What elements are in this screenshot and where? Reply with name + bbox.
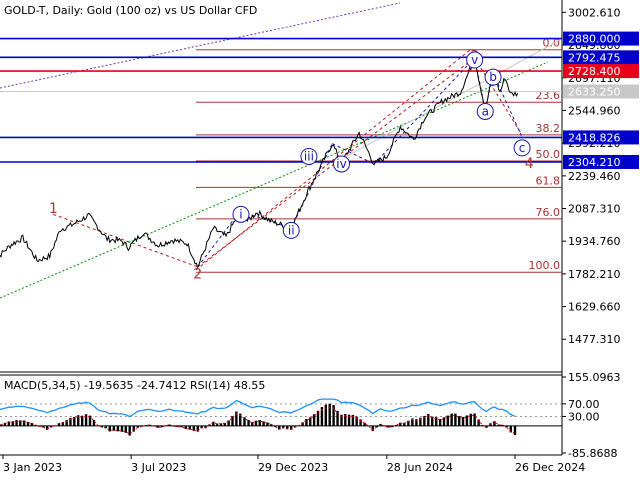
date-tick-label: 3 Jan 2023 xyxy=(3,461,62,474)
price-tag-bg xyxy=(563,84,639,99)
price-tick-label: 1629.660 xyxy=(568,301,621,314)
wave-circle xyxy=(484,68,502,86)
wave-circle xyxy=(476,102,494,120)
date-tick-label: 28 Jun 2024 xyxy=(387,461,453,474)
wave-label-minor: b xyxy=(489,70,497,84)
price-tag-bg xyxy=(563,155,639,170)
wave-connector xyxy=(53,213,198,268)
wave-circle xyxy=(513,139,531,157)
fib-level-label: 23.6 xyxy=(536,89,561,102)
wave-label-major: 4 xyxy=(525,156,534,172)
price-tick-label: 1782.210 xyxy=(568,268,621,281)
fib-level-label: 50.0 xyxy=(536,148,561,161)
fib-level-label: 0.0 xyxy=(543,37,561,50)
wave-label-minor: ii xyxy=(288,223,295,237)
chart-title: GOLD-T, Daily: Gold (100 oz) vs US Dolla… xyxy=(4,4,257,17)
price-tick-label: 2239.460 xyxy=(568,170,621,183)
wave-circle xyxy=(333,155,351,173)
time-axis-labels: 3 Jan 2023 3 Jul 2023 29 Dec 2023 28 Jun 20… xyxy=(2,455,585,474)
wave-connector xyxy=(290,143,333,229)
indicator-label: MACD(5,34,5) -19.5635 -24.7412 RSI(14) 4… xyxy=(4,379,265,392)
wave-label-major: 2 xyxy=(193,266,202,282)
wave-circle xyxy=(232,205,250,223)
fibonacci-levels: 0.0 23.6 38.2 50.0 61.8 76.0 100.0 xyxy=(196,37,562,273)
price-tag-label: 2418.826 xyxy=(568,131,621,144)
wave-label-minor: v xyxy=(471,53,478,67)
wave-label-minor: c xyxy=(519,141,526,155)
date-tick-label: 26 Dec 2024 xyxy=(515,461,585,474)
dotted-trendline-upper xyxy=(0,2,401,89)
rsi-line xyxy=(0,398,516,418)
wave-connector xyxy=(373,57,475,165)
indicator-tick-label: 70.00 xyxy=(568,398,600,411)
price-tag-label: 2880.000 xyxy=(568,33,621,46)
wave-label-minor: iv xyxy=(336,157,346,171)
wave-label-minor: i xyxy=(239,207,242,221)
wave-label-minor: iii xyxy=(304,149,314,163)
fib-level-label: 61.8 xyxy=(536,174,561,187)
wave-circle xyxy=(466,51,484,69)
dotted-trendline-lower xyxy=(0,61,549,299)
price-tick-label: 2087.310 xyxy=(568,202,621,215)
price-series xyxy=(0,58,519,269)
trend-channel xyxy=(0,2,561,299)
wave-circle xyxy=(282,221,300,239)
wave-circle xyxy=(300,147,318,165)
wave-labels: 1234iiiiiiivvabc xyxy=(49,49,534,283)
fib-level-label: 76.0 xyxy=(536,206,561,219)
date-tick-label: 3 Jul 2023 xyxy=(131,461,186,474)
price-tag-bg xyxy=(563,130,639,145)
wave-connector xyxy=(197,57,475,268)
price-tag-bg xyxy=(563,50,639,65)
price-tick-label: 3002.610 xyxy=(568,6,621,19)
wave-connector xyxy=(332,143,375,165)
grey-parallel xyxy=(339,39,561,161)
fib-level-label: 100.0 xyxy=(529,259,561,272)
fib-level-label: 38.2 xyxy=(536,122,561,135)
price-tag-bg xyxy=(563,64,639,79)
price-tag-label: 2728.400 xyxy=(568,65,621,78)
wave-label-major: 1 xyxy=(49,201,58,217)
indicator-tick-label: 30.00 xyxy=(568,410,600,423)
price-tick-label: 1934.760 xyxy=(568,235,621,248)
wave-3-channel xyxy=(195,49,471,271)
macd-rsi-panel xyxy=(0,398,562,436)
wave-label-minor: a xyxy=(482,104,489,118)
price-tag-label: 2792.475 xyxy=(568,51,621,64)
price-tag-label: 2304.210 xyxy=(568,156,621,169)
indicator-tick-label: 155.0963 xyxy=(568,371,621,384)
price-tick-label: 1477.310 xyxy=(568,333,621,346)
date-tick-label: 29 Dec 2023 xyxy=(258,461,328,474)
indicator-tick-label: -85.8688 xyxy=(568,447,617,460)
price-tag-label: 2633.250 xyxy=(568,85,621,98)
macd-signal-line xyxy=(0,406,516,435)
price-tag-bg xyxy=(563,31,639,46)
price-tick-label: 2544.960 xyxy=(568,104,621,117)
